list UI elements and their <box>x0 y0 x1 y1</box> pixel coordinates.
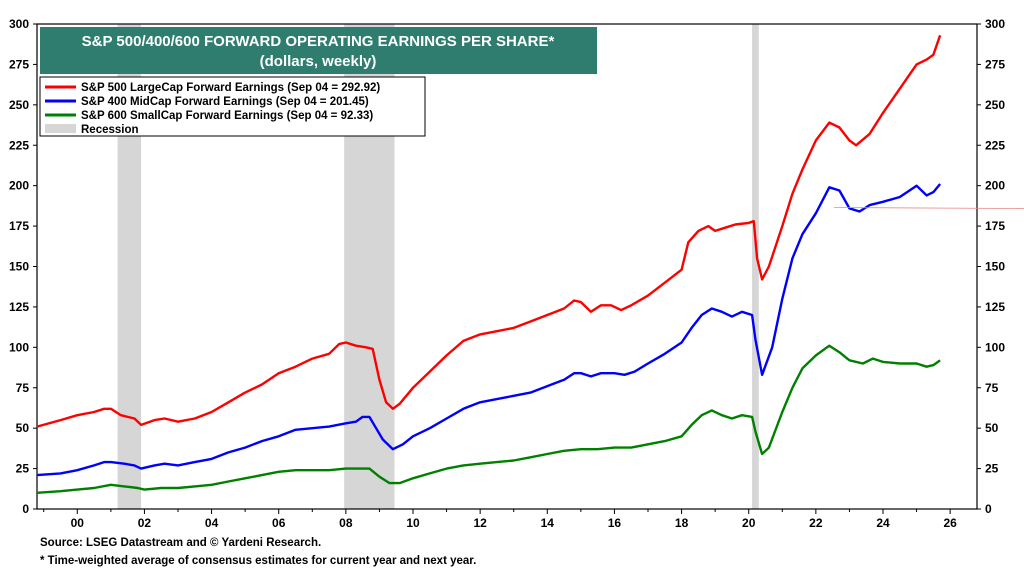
y-tick-label-right-50: 50 <box>985 421 999 435</box>
y-tick-label-right-125: 125 <box>985 300 1005 314</box>
y-tick-label-right-25: 25 <box>985 462 999 476</box>
y-tick-label-right-150: 150 <box>985 260 1005 274</box>
y-tick-label-left-50: 50 <box>16 421 30 435</box>
x-tick-label-02: 02 <box>138 516 152 530</box>
x-tick-label-14: 14 <box>541 516 555 530</box>
x-tick-label-26: 26 <box>943 516 957 530</box>
y-tick-label-left-250: 250 <box>9 98 29 112</box>
x-tick-label-22: 22 <box>809 516 823 530</box>
y-tick-label-right-75: 75 <box>985 381 999 395</box>
reference-line <box>833 207 1024 209</box>
legend-label-sp400: S&P 400 MidCap Forward Earnings (Sep 04 … <box>81 96 369 108</box>
title-box-background <box>40 27 597 74</box>
chart-title: S&P 500/400/600 FORWARD OPERATING EARNIN… <box>82 33 555 50</box>
legend-label-sp600: S&P 600 SmallCap Forward Earnings (Sep 0… <box>81 110 373 122</box>
y-tick-label-left-0: 0 <box>22 502 29 516</box>
source-note: Source: LSEG Datastream and © Yardeni Re… <box>40 537 322 549</box>
x-tick-label-04: 04 <box>205 516 219 530</box>
legend-label-recession: Recession <box>81 124 139 136</box>
x-tick-label-18: 18 <box>675 516 689 530</box>
recession-bands <box>117 24 759 509</box>
y-tick-label-left-100: 100 <box>9 340 29 354</box>
y-tick-label-right-200: 200 <box>985 179 1005 193</box>
y-tick-label-left-25: 25 <box>16 462 30 476</box>
y-tick-label-right-100: 100 <box>985 340 1005 354</box>
x-tick-label-06: 06 <box>272 516 286 530</box>
y-tick-label-right-225: 225 <box>985 138 1005 152</box>
legend-label-sp500: S&P 500 LargeCap Forward Earnings (Sep 0… <box>81 82 380 94</box>
y-tick-label-left-175: 175 <box>9 219 29 233</box>
recession-band-0 <box>117 24 142 509</box>
legend-box <box>39 76 426 137</box>
sp600-line <box>36 344 941 494</box>
y-tick-label-right-0: 0 <box>985 502 992 516</box>
title-box: S&P 500/400/600 FORWARD OPERATING EARNIN… <box>40 27 597 74</box>
y-tick-label-right-275: 275 <box>985 57 1005 71</box>
y-tick-label-left-225: 225 <box>9 138 29 152</box>
x-tick-label-24: 24 <box>876 516 890 530</box>
x-tick-label-10: 10 <box>406 516 420 530</box>
y-tick-label-right-250: 250 <box>985 98 1005 112</box>
y-tick-label-left-300: 300 <box>9 17 29 31</box>
y-tick-label-left-125: 125 <box>9 300 29 314</box>
x-tick-label-00: 00 <box>71 516 85 530</box>
y-tick-label-left-200: 200 <box>9 179 29 193</box>
y-tick-label-right-175: 175 <box>985 219 1005 233</box>
chart-subtitle: (dollars, weekly) <box>260 53 377 70</box>
sp400-line <box>36 183 942 477</box>
series-lines <box>36 34 942 494</box>
x-tick-label-12: 12 <box>473 516 487 530</box>
footnote: * Time-weighted average of consensus est… <box>40 555 477 567</box>
y-tick-label-left-75: 75 <box>16 381 30 395</box>
recession-band-2 <box>752 24 759 509</box>
y-tick-label-right-300: 300 <box>985 17 1005 31</box>
sp500-line <box>36 34 942 428</box>
x-tick-label-20: 20 <box>742 516 756 530</box>
x-tick-label-08: 08 <box>339 516 353 530</box>
legend-swatch-recession <box>45 124 76 133</box>
y-tick-label-left-275: 275 <box>9 57 29 71</box>
y-tick-label-left-150: 150 <box>9 260 29 274</box>
x-tick-label-16: 16 <box>608 516 622 530</box>
legend: S&P 500 LargeCap Forward Earnings (Sep 0… <box>39 76 426 137</box>
